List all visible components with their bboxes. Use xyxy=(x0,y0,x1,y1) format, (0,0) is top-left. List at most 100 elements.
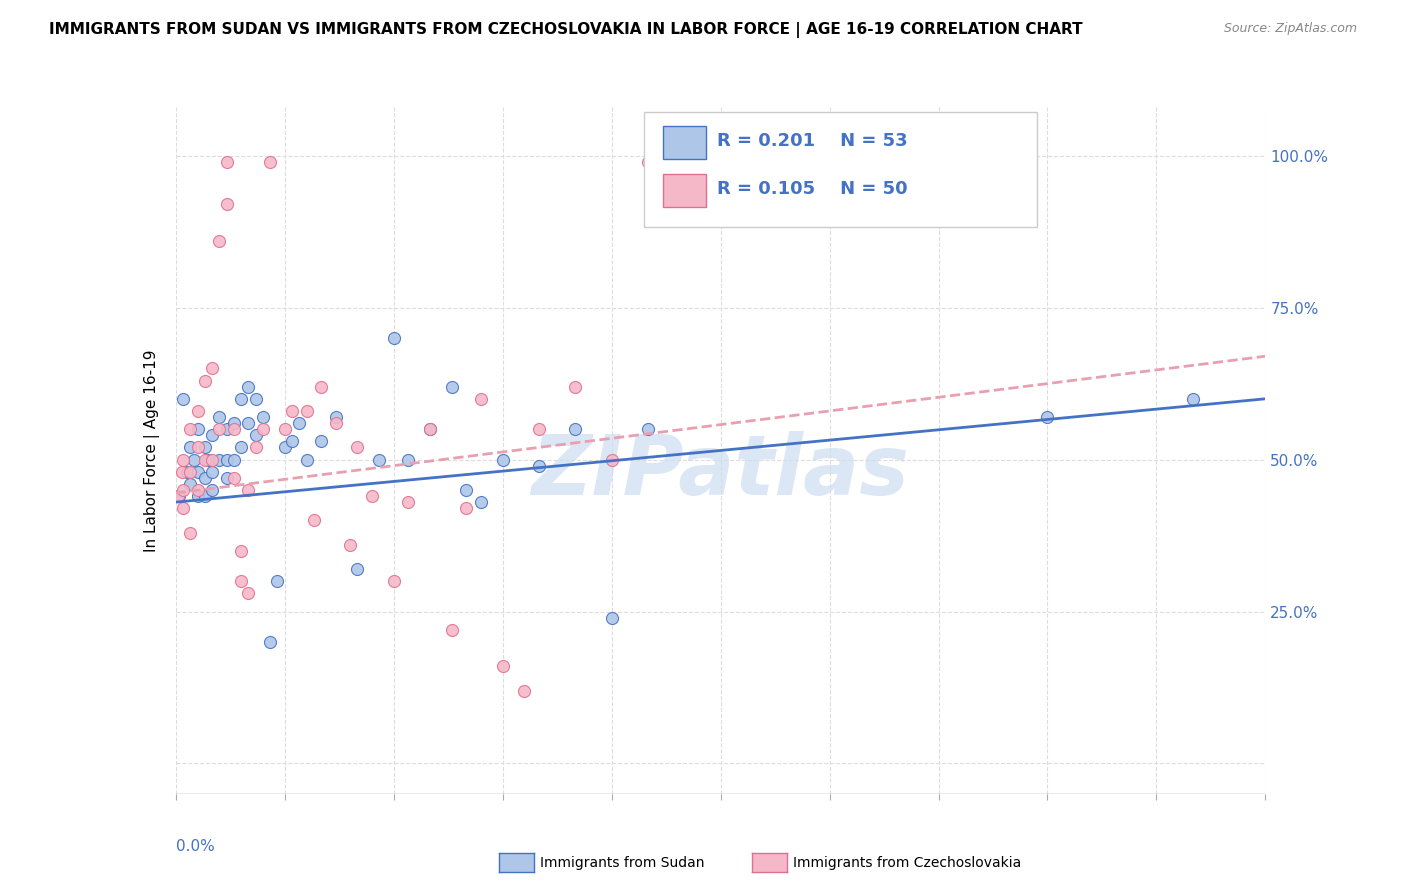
Point xyxy=(346,562,368,576)
Point xyxy=(360,489,382,503)
Text: Immigrants from Sudan: Immigrants from Sudan xyxy=(540,855,704,870)
Text: ZIPatlas: ZIPatlas xyxy=(531,431,910,512)
Point xyxy=(201,428,224,442)
Point xyxy=(172,483,194,497)
Text: 0.0%: 0.0% xyxy=(176,838,215,854)
Point xyxy=(208,422,231,436)
Point xyxy=(222,422,245,436)
Point xyxy=(179,441,201,455)
Point xyxy=(470,495,492,509)
Point xyxy=(238,483,260,497)
Point xyxy=(288,416,311,430)
Point xyxy=(470,392,492,406)
Point xyxy=(274,422,297,436)
Point xyxy=(215,422,238,436)
Point xyxy=(245,392,267,406)
Point xyxy=(194,441,217,455)
Point xyxy=(456,501,478,516)
Point xyxy=(172,392,194,406)
Point xyxy=(325,410,347,425)
Point xyxy=(215,452,238,467)
Point xyxy=(295,404,318,418)
Point xyxy=(201,361,224,376)
Point xyxy=(600,452,623,467)
Point xyxy=(179,525,201,540)
Point xyxy=(208,234,231,248)
Point xyxy=(170,465,193,479)
Point xyxy=(346,441,368,455)
Point xyxy=(186,483,209,497)
Point xyxy=(231,441,253,455)
Point xyxy=(274,441,297,455)
Point xyxy=(419,422,441,436)
Point xyxy=(245,428,267,442)
Point xyxy=(440,379,463,393)
Point xyxy=(167,489,190,503)
Point xyxy=(179,476,201,491)
Point xyxy=(309,379,332,393)
Point xyxy=(194,452,217,467)
Point xyxy=(325,416,347,430)
Point xyxy=(186,422,209,436)
Point xyxy=(527,458,550,473)
Point xyxy=(215,197,238,211)
Point xyxy=(456,483,478,497)
Point xyxy=(396,495,419,509)
Point xyxy=(172,452,194,467)
Point xyxy=(252,410,274,425)
Point xyxy=(419,422,441,436)
Point xyxy=(222,471,245,485)
Point xyxy=(194,374,217,388)
Text: IMMIGRANTS FROM SUDAN VS IMMIGRANTS FROM CZECHOSLOVAKIA IN LABOR FORCE | AGE 16-: IMMIGRANTS FROM SUDAN VS IMMIGRANTS FROM… xyxy=(49,22,1083,38)
Point xyxy=(600,610,623,624)
Text: Source: ZipAtlas.com: Source: ZipAtlas.com xyxy=(1223,22,1357,36)
Point xyxy=(238,379,260,393)
Point xyxy=(252,422,274,436)
Point xyxy=(215,471,238,485)
Point xyxy=(527,422,550,436)
Point xyxy=(231,392,253,406)
Point xyxy=(368,452,391,467)
Point xyxy=(179,422,201,436)
Text: Immigrants from Czechoslovakia: Immigrants from Czechoslovakia xyxy=(793,855,1021,870)
Point xyxy=(222,452,245,467)
Point xyxy=(208,452,231,467)
Point xyxy=(339,538,361,552)
Point xyxy=(231,574,253,589)
Point xyxy=(208,410,231,425)
Point xyxy=(186,489,209,503)
Point xyxy=(215,154,238,169)
Text: R = 0.105    N = 50: R = 0.105 N = 50 xyxy=(717,180,908,198)
Point xyxy=(281,434,304,449)
Point xyxy=(1036,410,1059,425)
Point xyxy=(183,452,205,467)
Point xyxy=(231,543,253,558)
Point xyxy=(302,513,325,527)
FancyBboxPatch shape xyxy=(662,126,706,159)
Point xyxy=(266,574,288,589)
Point xyxy=(309,434,332,449)
Point xyxy=(186,465,209,479)
Point xyxy=(440,623,463,637)
Point xyxy=(179,465,201,479)
Point xyxy=(201,483,224,497)
Point xyxy=(564,422,586,436)
Point xyxy=(1181,392,1204,406)
Point xyxy=(492,452,515,467)
Point xyxy=(194,471,217,485)
Point xyxy=(245,441,267,455)
Point xyxy=(169,489,191,503)
Point xyxy=(564,379,586,393)
Point xyxy=(637,422,659,436)
Point xyxy=(186,404,209,418)
Point xyxy=(194,489,217,503)
Text: R = 0.201    N = 53: R = 0.201 N = 53 xyxy=(717,132,908,150)
Point xyxy=(281,404,304,418)
Point xyxy=(176,465,198,479)
Point xyxy=(197,452,219,467)
Point xyxy=(295,452,318,467)
Point xyxy=(259,635,281,649)
Point xyxy=(186,441,209,455)
Point xyxy=(382,331,405,345)
Point xyxy=(238,586,260,600)
